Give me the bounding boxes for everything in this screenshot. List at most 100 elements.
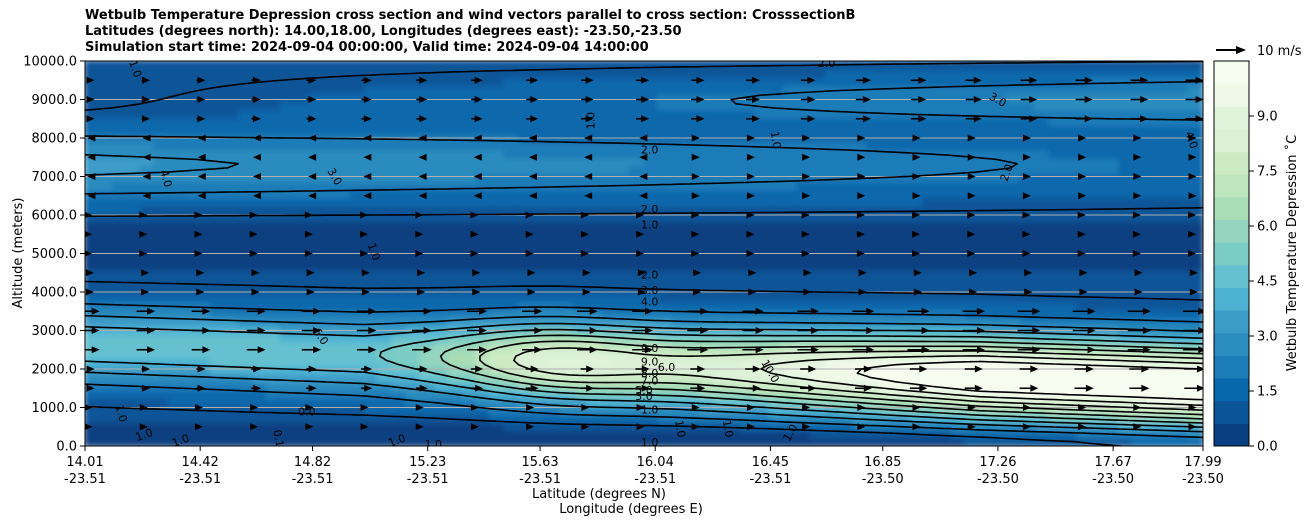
wind-arrowhead: [582, 269, 591, 277]
contour-label: 2.0: [998, 162, 1016, 183]
contour-line-7: [479, 340, 1203, 416]
wind-arrowhead: [86, 115, 95, 123]
wind-arrowhead: [473, 173, 482, 180]
wind-arrowhead: [808, 365, 817, 373]
wind-arrowhead: [527, 288, 536, 296]
wind-arrowhead: [1188, 423, 1197, 431]
wind-arrowhead: [857, 423, 866, 431]
contour-label: 4.0: [157, 168, 174, 188]
wind-arrowhead: [418, 192, 427, 200]
wind-arrowhead: [479, 307, 488, 315]
wind-arrowhead: [801, 230, 810, 238]
wind-arrowhead: [691, 192, 700, 200]
wind-arrowhead: [139, 211, 148, 219]
colorbar-swatch: [1214, 106, 1249, 130]
wind-arrowhead: [1188, 192, 1197, 200]
wind-arrowhead: [417, 269, 426, 277]
wind-arrowhead: [197, 384, 206, 392]
wind-arrowhead: [755, 307, 764, 315]
wind-arrowhead: [1029, 96, 1038, 103]
wind-arrowhead: [308, 134, 317, 142]
wind-arrowhead: [807, 76, 816, 84]
wind-arrowhead: [360, 423, 369, 431]
x-tick-label-lon: -23.50: [1092, 472, 1134, 487]
wind-arrowhead: [1198, 346, 1203, 354]
wind-arrowhead: [1022, 134, 1031, 142]
contour-line-4: [85, 322, 1203, 428]
wind-arrowhead: [142, 173, 151, 180]
contour-label: 2.0: [818, 57, 836, 70]
wind-arrowhead: [912, 423, 921, 431]
wind-arrowhead: [1132, 211, 1141, 219]
colorbar-swatch: [1214, 400, 1249, 424]
wind-arrowhead: [249, 211, 258, 219]
wind-arrowhead: [1195, 96, 1203, 103]
wind-arrowhead: [252, 96, 261, 103]
colorbar-swatch: [1214, 355, 1249, 379]
wind-arrowhead: [636, 423, 645, 431]
wind-arrowhead: [696, 96, 705, 103]
contour-label: 1.0: [720, 419, 736, 438]
wind-arrowhead: [857, 173, 866, 180]
wind-arrowhead: [691, 404, 700, 411]
wind-arrowhead: [1032, 327, 1041, 334]
y-tick-label: 7000.0: [32, 170, 78, 185]
wind-arrowhead: [755, 346, 764, 354]
wind-arrowhead: [474, 96, 483, 103]
contour-label: 1.0: [365, 241, 383, 262]
wind-arrowhead: [918, 76, 927, 84]
wind-arrowhead: [423, 327, 432, 334]
wind-arrowhead: [748, 269, 757, 277]
y-tick-label: 10000.0: [23, 55, 77, 70]
wind-arrowhead: [746, 153, 755, 161]
colorbar-swatch: [1214, 287, 1249, 311]
colorbar-tick-label: 7.5: [1257, 165, 1278, 180]
wind-arrowhead: [637, 269, 646, 277]
wind-arrowhead: [862, 115, 871, 123]
wind-arrowhead: [802, 153, 811, 161]
wind-arrowhead: [589, 346, 598, 354]
wind-arrowhead: [639, 173, 648, 180]
wind-arrowhead: [530, 384, 539, 392]
wind-arrowhead: [810, 346, 819, 354]
wind-arrowhead: [250, 423, 259, 431]
wind-arrowhead: [863, 365, 872, 373]
wind-arrowhead: [857, 404, 866, 411]
wind-arrowhead: [196, 269, 205, 277]
wind-arrowhead: [746, 423, 755, 431]
wind-arrowhead: [580, 250, 589, 257]
wind-arrowhead: [751, 96, 760, 103]
wind-arrowhead: [1196, 365, 1203, 373]
wind-arrowhead: [746, 134, 755, 142]
colorbar-swatch: [1214, 423, 1249, 447]
wind-arrowhead: [1030, 384, 1039, 392]
wind-arrowhead: [1134, 288, 1143, 296]
wind-vectors: [85, 76, 1203, 431]
wind-arrowhead: [252, 153, 261, 161]
wind-arrowhead: [641, 115, 650, 123]
wind-arrowhead: [363, 115, 372, 123]
wind-arrowhead: [636, 250, 645, 257]
wind-arrowhead: [862, 96, 871, 103]
wind-arrowhead: [866, 327, 875, 334]
wind-arrowhead: [1022, 250, 1031, 257]
wind-arrowhead: [967, 173, 976, 180]
chart-title-line-2: Latitudes (degrees north): 14.00,18.00, …: [85, 24, 682, 39]
wind-arrowhead: [530, 76, 539, 84]
wind-arrowhead: [1134, 269, 1143, 277]
wind-arrowhead: [746, 404, 755, 411]
wind-arrowhead: [360, 404, 369, 411]
wind-arrowhead: [644, 346, 653, 354]
wind-arrowhead: [304, 230, 313, 238]
wind-arrowhead: [308, 384, 317, 392]
wind-arrowhead: [141, 269, 150, 277]
wind-arrowhead: [636, 230, 645, 238]
wind-arrowhead: [91, 346, 100, 354]
colorbar-swatch: [1214, 174, 1249, 198]
x-tick-label-lon: -23.51: [179, 472, 221, 487]
wind-arrowhead: [802, 404, 811, 411]
colorbar-swatch: [1214, 332, 1249, 356]
wind-arrowhead: [1142, 327, 1151, 334]
colorbar-swatch: [1214, 378, 1249, 402]
wind-arrowhead: [308, 76, 317, 84]
